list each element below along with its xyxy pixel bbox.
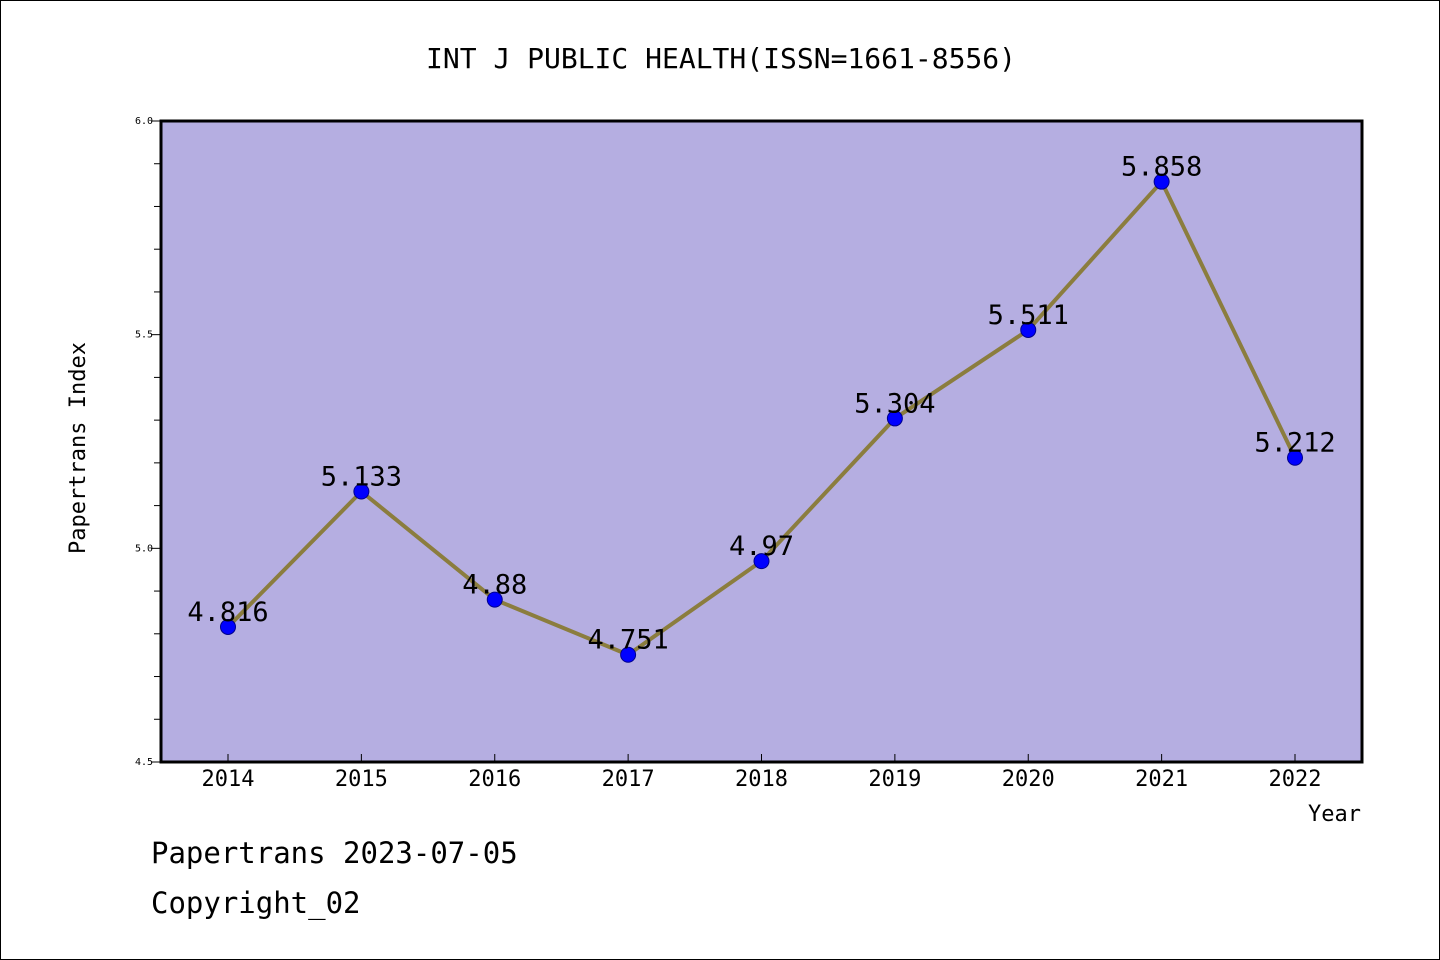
y-tick-label: 6.0 (135, 116, 153, 127)
data-series: 4.816 5.133 4.88 4.751 4.97 5.304 5.511 5.858 5.… (187, 152, 1336, 663)
x-tick-label: 2020 (1002, 767, 1055, 792)
data-label: 4.88 (462, 570, 527, 601)
data-label: 5.304 (854, 388, 935, 419)
x-tick-label: 2021 (1135, 767, 1188, 792)
y-tick-label: 5.5 (135, 330, 153, 341)
data-point-marker (220, 618, 236, 635)
data-label: 5.858 (1121, 152, 1202, 183)
data-point-marker (886, 410, 903, 427)
x-tick-label: 2016 (468, 767, 521, 792)
plot-area (161, 121, 1362, 762)
data-label: 4.816 (187, 597, 268, 628)
data-point-marker (486, 591, 503, 608)
data-point-marker (620, 646, 637, 663)
x-tick-label: 2014 (202, 767, 255, 792)
data-point-marker (353, 483, 370, 500)
x-axis-label: Year (1308, 802, 1361, 827)
data-label: 5.511 (988, 300, 1069, 331)
x-tick-label: 2022 (1269, 767, 1322, 792)
data-label: 5.212 (1254, 428, 1335, 459)
data-point-marker (1020, 321, 1037, 338)
y-tick-label: 4.5 (135, 757, 153, 768)
x-tick-label: 2015 (335, 767, 388, 792)
data-label: 4.751 (587, 625, 668, 656)
y-axis-label: Papertrans Index (66, 342, 91, 554)
footer-date-text: Papertrans 2023-07-05 (151, 836, 518, 870)
data-point-marker (753, 553, 770, 570)
y-axis-ticks: 4.5 5.0 5.5 6.0 (135, 116, 161, 768)
y-tick-label: 5.0 (135, 543, 153, 554)
data-point-marker (1153, 173, 1170, 190)
plot-frame (159, 119, 1364, 764)
data-label: 5.133 (321, 461, 402, 492)
x-tick-label: 2017 (602, 767, 655, 792)
footer-copyright-text: Copyright_02 (151, 886, 361, 920)
x-tick-label: 2018 (735, 767, 788, 792)
data-label: 4.97 (729, 531, 794, 562)
x-tick-label: 2019 (868, 767, 921, 792)
chart-title: INT J PUBLIC HEALTH(ISSN=1661-8556) (426, 42, 1016, 75)
x-axis-ticks: 2014 2015 2016 2017 2018 2019 2020 2021 2022 (202, 754, 1322, 792)
data-point-marker (1287, 449, 1303, 466)
